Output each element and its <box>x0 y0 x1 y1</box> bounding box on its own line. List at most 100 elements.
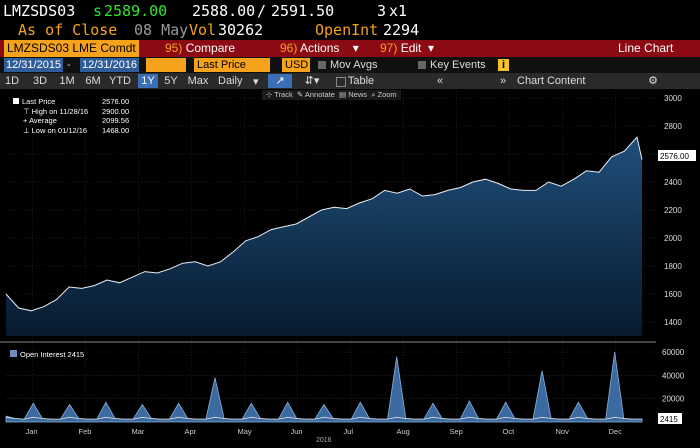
open-interest-value: 2294 <box>383 21 420 39</box>
price-y-axis: 140016001800200022002400260028003000 <box>664 94 682 327</box>
size-x: x <box>389 2 399 20</box>
controls-bar: 12/31/2015 - 12/31/2016 Last Price USD M… <box>0 57 700 73</box>
zoom-button[interactable]: Zoom <box>377 90 397 99</box>
chart-toolbar: ⊹ Track ✎ Annotate ▤ News ⌕ Zoom <box>262 90 401 100</box>
table-button[interactable]: Table <box>347 75 375 87</box>
oi-y-axis: 20000 40000 60000 <box>662 348 685 404</box>
chevron-down-icon: ▾ <box>352 41 359 55</box>
annotate-icon[interactable]: ✎ <box>296 90 304 99</box>
last-price-tag: 2576.00 <box>658 150 696 161</box>
collapse-left-icon[interactable]: « <box>436 75 444 87</box>
price-line <box>5 136 643 312</box>
bid-price: 2588.00 <box>192 2 256 20</box>
end-date-input[interactable]: 12/31/2016 <box>80 58 140 72</box>
period-6m[interactable]: 6M <box>85 75 101 87</box>
period-3d[interactable]: 3D <box>32 75 48 87</box>
frequency-select[interactable]: Daily <box>218 75 243 87</box>
oi-legend: Open Interest 2415 <box>10 350 84 360</box>
close-line: As of Close 08 May Vol 30262 OpenInt 229… <box>0 20 700 40</box>
x-tick-label: Dec <box>609 427 623 436</box>
legend-high: ⊤ High on 11/28/16 2900.00 <box>23 106 130 116</box>
zoom-icon[interactable]: ⌕ <box>371 90 376 99</box>
last-price: 2589.00 <box>104 2 168 20</box>
currency-select[interactable]: USD <box>282 58 310 72</box>
chevron-down-icon: ▾ <box>428 41 435 55</box>
start-date-input[interactable]: 12/31/2015 <box>4 58 64 72</box>
period-1y[interactable]: 1Y <box>138 74 158 88</box>
field-select[interactable]: Last Price <box>194 58 270 72</box>
x-tick-label: Mar <box>132 427 145 436</box>
line-style-icon[interactable]: ↗ <box>268 74 292 88</box>
oi-y-tick-label: 40000 <box>662 371 685 380</box>
x-axis-year: 2016 <box>316 437 332 444</box>
news-icon[interactable]: ▤ <box>339 90 347 99</box>
volume-value: 30262 <box>218 21 264 39</box>
chart-style-icon[interactable]: ⇵▾ <box>304 75 320 87</box>
as-of-label: As of Close <box>18 21 118 39</box>
high-marker-icon: ⊤ <box>23 106 32 116</box>
security-field[interactable]: LMZSDS03 LME Comdt <box>4 40 139 57</box>
x-tick-label: Apr <box>185 427 197 436</box>
actions-menu[interactable]: 96) Actions ▾ <box>280 41 359 55</box>
gear-icon[interactable]: ⚙ <box>648 75 658 87</box>
oi-y-tick-label: 60000 <box>662 348 685 357</box>
x-tick-label: May <box>238 427 252 436</box>
y-tick-label: 2000 <box>664 234 682 243</box>
open-interest-line <box>5 416 642 420</box>
chart-type-title: Line Chart <box>618 41 674 55</box>
x-tick-label: Jan <box>26 427 38 436</box>
oi-last-tag: 2415 <box>658 413 682 424</box>
average-marker-icon: + <box>23 116 30 125</box>
y-tick-label: 1400 <box>664 318 682 327</box>
x-axis: Jan Feb Mar Apr May Jun Jul Aug Sep Oct Nov Dec <box>26 427 623 436</box>
x-tick-label: Aug <box>397 427 410 436</box>
period-ytd[interactable]: YTD <box>109 75 131 87</box>
info-icon[interactable]: i <box>498 59 509 71</box>
low-marker-icon: ⊥ <box>23 125 32 135</box>
edit-menu[interactable]: 97) Edit ▾ <box>380 41 435 55</box>
mov-avgs-label: Mov Avgs <box>330 59 378 71</box>
chevron-down-icon[interactable]: ▾ <box>253 76 259 88</box>
open-interest-label: OpenInt <box>315 21 379 39</box>
x-tick-label: Oct <box>503 427 516 436</box>
bid-size: 3 <box>377 2 387 20</box>
x-tick-label: Jun <box>291 427 303 436</box>
ask-size: 1 <box>398 2 408 20</box>
x-tick-label: Feb <box>79 427 92 436</box>
y-tick-label: 1600 <box>664 290 682 299</box>
square-icon <box>13 98 19 104</box>
track-button[interactable]: Track <box>274 90 293 99</box>
square-icon <box>10 350 17 357</box>
ticker: LMZSDS03 <box>3 2 76 20</box>
sub-grid <box>6 351 656 399</box>
oi-y-tick-label: 20000 <box>662 395 685 404</box>
period-1m[interactable]: 1M <box>59 75 75 87</box>
expand-right-icon[interactable]: » <box>499 75 507 87</box>
y-tick-label: 2800 <box>664 122 682 131</box>
period-bar: 1D 3D 1M 6M YTD 1Y 5Y Max Daily ▾ ↗ ⇵▾ T… <box>0 73 700 89</box>
track-icon[interactable]: ⊹ <box>266 90 273 99</box>
chart-content-button[interactable]: Chart Content <box>517 75 586 87</box>
price-area <box>6 137 642 336</box>
calendar-icon[interactable] <box>146 58 186 72</box>
news-button[interactable]: News <box>348 90 368 99</box>
legend-low: ⊥ Low on 01/12/16 1468.00 <box>23 125 130 135</box>
period-1d[interactable]: 1D <box>4 75 20 87</box>
open-interest-area <box>5 351 643 423</box>
mov-avgs-checkbox[interactable] <box>318 61 326 69</box>
period-5y[interactable]: 5Y <box>164 75 178 87</box>
key-events-checkbox[interactable] <box>418 61 426 69</box>
volume-label: Vol <box>189 21 217 39</box>
y-tick-label: 3000 <box>664 94 682 103</box>
price-chart[interactable]: 140016001800200022002400260028003000 200… <box>0 89 700 444</box>
x-tick-label: Nov <box>556 427 570 436</box>
y-tick-label: 1800 <box>664 262 682 271</box>
annotate-button[interactable]: Annotate <box>304 90 335 99</box>
x-tick-label: Sep <box>450 427 463 436</box>
last-price-tag-text: 2576.00 <box>660 152 689 161</box>
compare-button[interactable]: 95) Compare <box>165 41 236 55</box>
menu-bar: LMZSDS03 LME Comdt 95) Compare 96) Actio… <box>0 40 700 57</box>
period-max[interactable]: Max <box>187 75 209 87</box>
table-icon[interactable] <box>336 77 346 87</box>
chart-area[interactable]: 140016001800200022002400260028003000 200… <box>0 89 700 444</box>
